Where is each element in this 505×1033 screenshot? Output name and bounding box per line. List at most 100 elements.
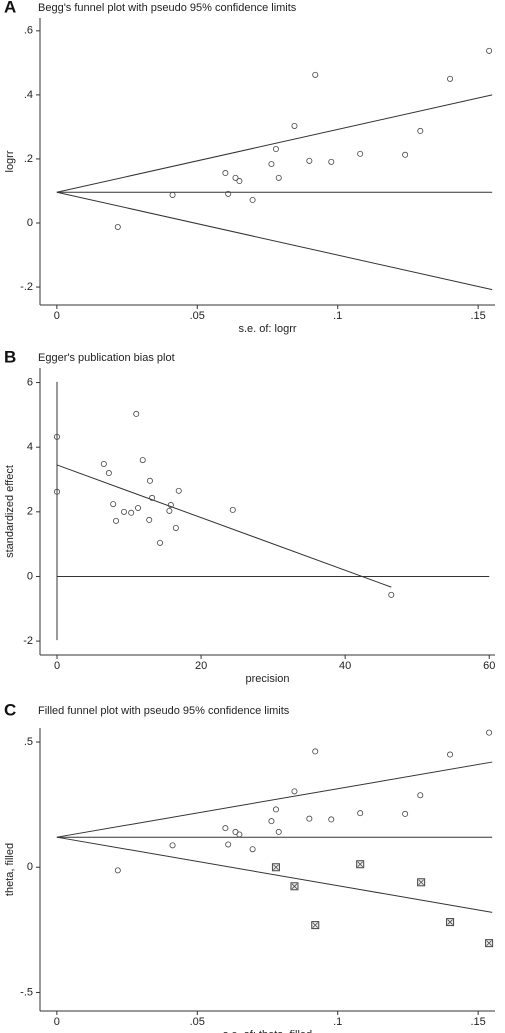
x-axis-title: precision — [245, 673, 289, 685]
point — [357, 150, 364, 157]
chart-title: Begg's funnel plot with pseudo 95% confi… — [38, 2, 297, 14]
y-tick-label: .2 — [24, 153, 33, 165]
point — [249, 846, 256, 853]
fit-line — [56, 836, 493, 913]
x-tick-label: 60 — [483, 660, 495, 672]
filled-point — [271, 863, 280, 872]
panel: A Begg's funnel plot with pseudo 95% conf… — [4, 0, 495, 335]
point — [172, 524, 179, 531]
point — [328, 158, 335, 165]
y-tick-label: 0 — [27, 861, 33, 873]
x-tick-label: .05 — [190, 1016, 205, 1028]
point — [306, 157, 313, 164]
y-tick-label: -.2 — [20, 281, 33, 293]
point — [486, 47, 493, 54]
point — [486, 729, 493, 736]
square-cross — [418, 879, 424, 886]
point — [100, 460, 107, 467]
point — [232, 174, 239, 181]
point — [105, 470, 112, 477]
point — [268, 161, 275, 168]
square-cross — [291, 883, 298, 890]
x-tick-label: .1 — [333, 1016, 342, 1028]
filled-point — [356, 860, 365, 869]
y-axis-title: logrr — [4, 150, 16, 172]
y-axis-title: standardized effect — [4, 465, 16, 558]
point — [110, 501, 117, 508]
y-axis-title: theta, filled — [4, 843, 16, 896]
point — [236, 178, 243, 185]
y-tick-label: 0 — [27, 217, 33, 229]
point — [113, 517, 120, 524]
x-tick-label: .05 — [190, 310, 205, 322]
x-tick-label: 0 — [54, 1016, 60, 1028]
point — [388, 591, 395, 598]
fit-line — [56, 761, 493, 838]
x-axis-title: s.e. of: logrr — [238, 323, 296, 335]
point — [306, 815, 313, 822]
point — [166, 507, 173, 514]
point — [357, 810, 364, 817]
fit-line — [56, 464, 392, 588]
y-tick-label: 6 — [27, 376, 33, 388]
filled-point — [485, 939, 494, 948]
panel: C Filled funnel plot with pseudo 95% conf… — [4, 700, 495, 1033]
point — [54, 488, 61, 495]
y-tick-label: -.5 — [20, 986, 33, 998]
x-tick-label: .15 — [470, 1016, 485, 1028]
y-tick-label: 2 — [27, 506, 33, 518]
point — [169, 842, 176, 849]
y-tick-label: 0 — [27, 570, 33, 582]
chart-title: Egger's publication bias plot — [38, 352, 175, 364]
point — [229, 506, 236, 513]
point — [128, 509, 135, 516]
y-tick-label: -2 — [23, 635, 33, 647]
point — [236, 831, 243, 838]
point — [402, 810, 409, 817]
point — [222, 825, 229, 832]
x-axis-title: s.e. of: theta, filled — [223, 1029, 312, 1033]
y-tick-label: .5 — [24, 736, 33, 748]
point — [133, 410, 140, 417]
point — [275, 828, 282, 835]
fit-line — [56, 191, 493, 291]
point — [114, 867, 121, 874]
chart-title: Filled funnel plot with pseudo 95% confi… — [38, 705, 290, 717]
point — [146, 516, 153, 523]
point — [169, 191, 176, 198]
x-tick-label: 20 — [195, 660, 207, 672]
square-cross — [357, 861, 363, 868]
y-tick-label: .4 — [24, 89, 33, 101]
point — [291, 788, 298, 795]
point — [447, 751, 454, 758]
point — [167, 502, 174, 509]
x-tick-label: .15 — [470, 310, 485, 322]
filled-point — [417, 878, 426, 887]
point — [291, 122, 298, 129]
point — [175, 487, 182, 494]
x-tick-label: .1 — [333, 310, 342, 322]
point — [222, 170, 229, 177]
point — [225, 841, 232, 848]
filled-point — [290, 882, 299, 891]
point — [312, 71, 319, 78]
square-cross — [273, 864, 279, 871]
x-tick-label: 0 — [54, 660, 60, 672]
point — [417, 792, 424, 799]
point — [268, 818, 275, 825]
panel-letter: C — [4, 700, 16, 719]
point — [135, 504, 142, 511]
point — [120, 508, 127, 515]
point — [272, 146, 279, 153]
point — [447, 75, 454, 82]
filled-point — [311, 921, 320, 930]
point — [114, 224, 121, 231]
point — [312, 748, 319, 755]
point — [146, 477, 153, 484]
square-cross — [447, 919, 453, 925]
square-cross — [312, 922, 319, 928]
point — [139, 457, 146, 464]
y-tick-label: 4 — [27, 441, 33, 453]
